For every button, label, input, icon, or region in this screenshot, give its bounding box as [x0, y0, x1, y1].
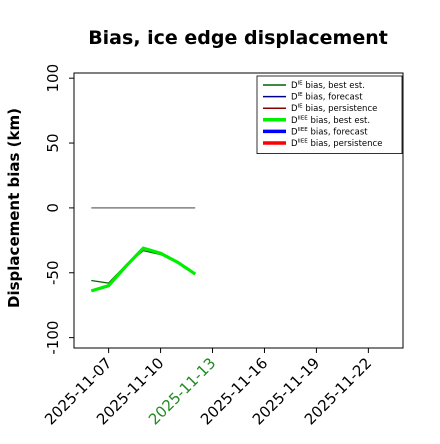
plot-frame	[73, 72, 404, 349]
legend: DIE bias, best est.DIE bias, forecastDIE…	[256, 75, 403, 154]
legend-label-4: DIIEE bias, forecast	[291, 127, 368, 138]
y-tick-label: -100	[44, 321, 62, 355]
y-axis-label: Displacement bias (km)	[5, 108, 23, 308]
y-tick-label: 0	[44, 203, 62, 213]
y-tick-label: 100	[44, 64, 62, 93]
legend-box	[256, 75, 403, 154]
y-tick-label: 50	[44, 134, 62, 153]
y-tick-label: -50	[44, 261, 62, 286]
legend-label-1: DIE bias, forecast	[291, 92, 363, 103]
chart-title: Bias, ice edge displacement	[88, 27, 388, 49]
series-line-3	[90, 246, 197, 293]
legend-label-5: DIIEE bias, persistence	[291, 139, 382, 150]
series-layer	[90, 207, 197, 293]
legend-label-0: DIE bias, best est.	[291, 81, 365, 92]
legend-label-2: DIE bias, persistence	[291, 104, 377, 115]
legend-label-3: DIIEE bias, best est.	[291, 115, 370, 126]
